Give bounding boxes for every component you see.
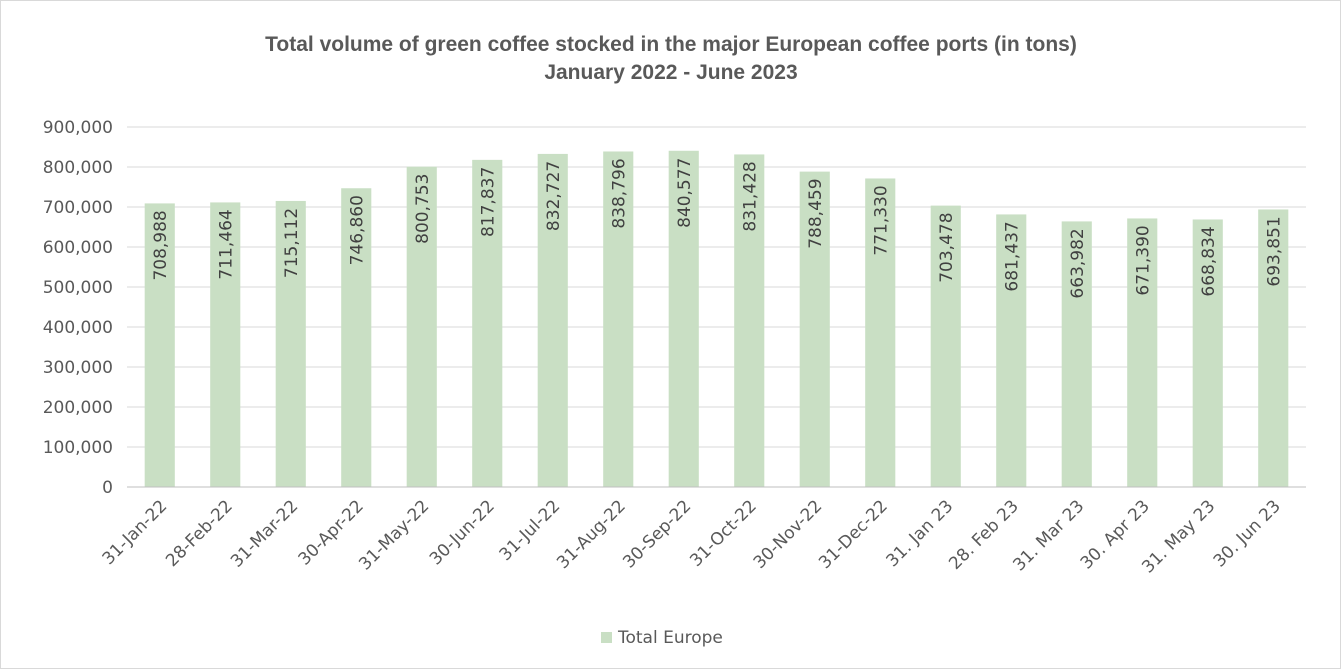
data-label: 746,860	[347, 195, 367, 265]
data-label: 715,112	[282, 208, 302, 278]
y-tick-label: 700,000	[43, 198, 113, 218]
bar	[930, 205, 961, 487]
y-tick-label: 600,000	[43, 238, 113, 258]
y-tick-label: 200,000	[43, 398, 113, 418]
data-label: 711,464	[216, 209, 236, 279]
data-label: 840,577	[675, 158, 695, 228]
data-label: 668,834	[1199, 226, 1219, 296]
data-label: 663,982	[1068, 228, 1088, 298]
legend-swatch	[601, 632, 612, 643]
bar	[406, 166, 437, 488]
x-axis-ticks: 31-Jan-2228-Feb-2231-Mar-2230-Apr-2231-M…	[99, 496, 1285, 577]
data-label: 771,330	[871, 185, 891, 255]
bar	[210, 202, 241, 487]
y-tick-label: 500,000	[43, 278, 113, 298]
data-label: 693,851	[1264, 216, 1284, 286]
x-tick-label: 31. Mar 23	[1009, 496, 1088, 575]
x-tick-label: 30. Jun 23	[1210, 496, 1285, 571]
y-tick-label: 0	[102, 478, 113, 498]
y-tick-label: 800,000	[43, 158, 113, 178]
y-tick-label: 400,000	[43, 318, 113, 338]
x-tick-label: 30-Sep-22	[619, 496, 695, 572]
chart-subtitle: January 2022 - June 2023	[544, 61, 797, 84]
bar	[1127, 218, 1158, 487]
bar	[537, 153, 568, 488]
data-label: 800,753	[413, 174, 433, 244]
bar	[799, 171, 830, 487]
y-tick-label: 300,000	[43, 358, 113, 378]
x-tick-label: 31-Dec-22	[815, 496, 892, 573]
bar	[472, 159, 503, 487]
data-label: 831,428	[740, 161, 760, 231]
x-tick-label: 31-Aug-22	[553, 496, 630, 573]
x-tick-label: 31-Jul-22	[496, 496, 565, 565]
data-label: 681,437	[1002, 221, 1022, 291]
bar	[668, 150, 699, 487]
chart-title: Total volume of green coffee stocked in …	[265, 33, 1077, 56]
x-tick-label: 31-Mar-22	[227, 496, 302, 571]
gridlines	[127, 126, 1306, 448]
x-tick-label: 31-Jan-22	[99, 496, 172, 569]
bar	[1192, 219, 1223, 487]
data-label: 838,796	[609, 158, 629, 228]
data-label: 703,478	[937, 212, 957, 282]
data-label: 817,837	[478, 167, 498, 237]
x-tick-label: 30-Nov-22	[750, 496, 827, 573]
data-label: 788,459	[806, 178, 826, 248]
data-labels: 708,988 711,464 715,112 746,860 800,753 817,8…	[151, 158, 1285, 299]
bar	[1061, 221, 1092, 487]
y-axis-ticks: 0 100,000 200,000 300,000 400,000 500,000 600,…	[43, 118, 113, 498]
legend: Total Europe	[601, 628, 723, 648]
bar	[603, 151, 634, 487]
bar	[341, 188, 372, 488]
bar	[865, 178, 896, 487]
bar	[144, 203, 175, 488]
x-tick-label: 30-Jun-22	[426, 496, 499, 569]
legend-label-total-europe: Total Europe	[617, 628, 723, 648]
x-tick-label: 28-Feb-22	[162, 496, 237, 571]
bar	[734, 154, 765, 487]
bar	[275, 200, 306, 487]
bar	[996, 214, 1027, 487]
bar	[1258, 209, 1289, 487]
y-tick-label: 900,000	[43, 118, 113, 138]
y-tick-label: 100,000	[43, 438, 113, 458]
x-tick-label: 31-May-22	[355, 496, 433, 574]
data-label: 832,727	[544, 161, 564, 231]
bars	[144, 150, 1289, 488]
data-label: 671,390	[1133, 225, 1153, 295]
data-label: 708,988	[151, 210, 171, 280]
